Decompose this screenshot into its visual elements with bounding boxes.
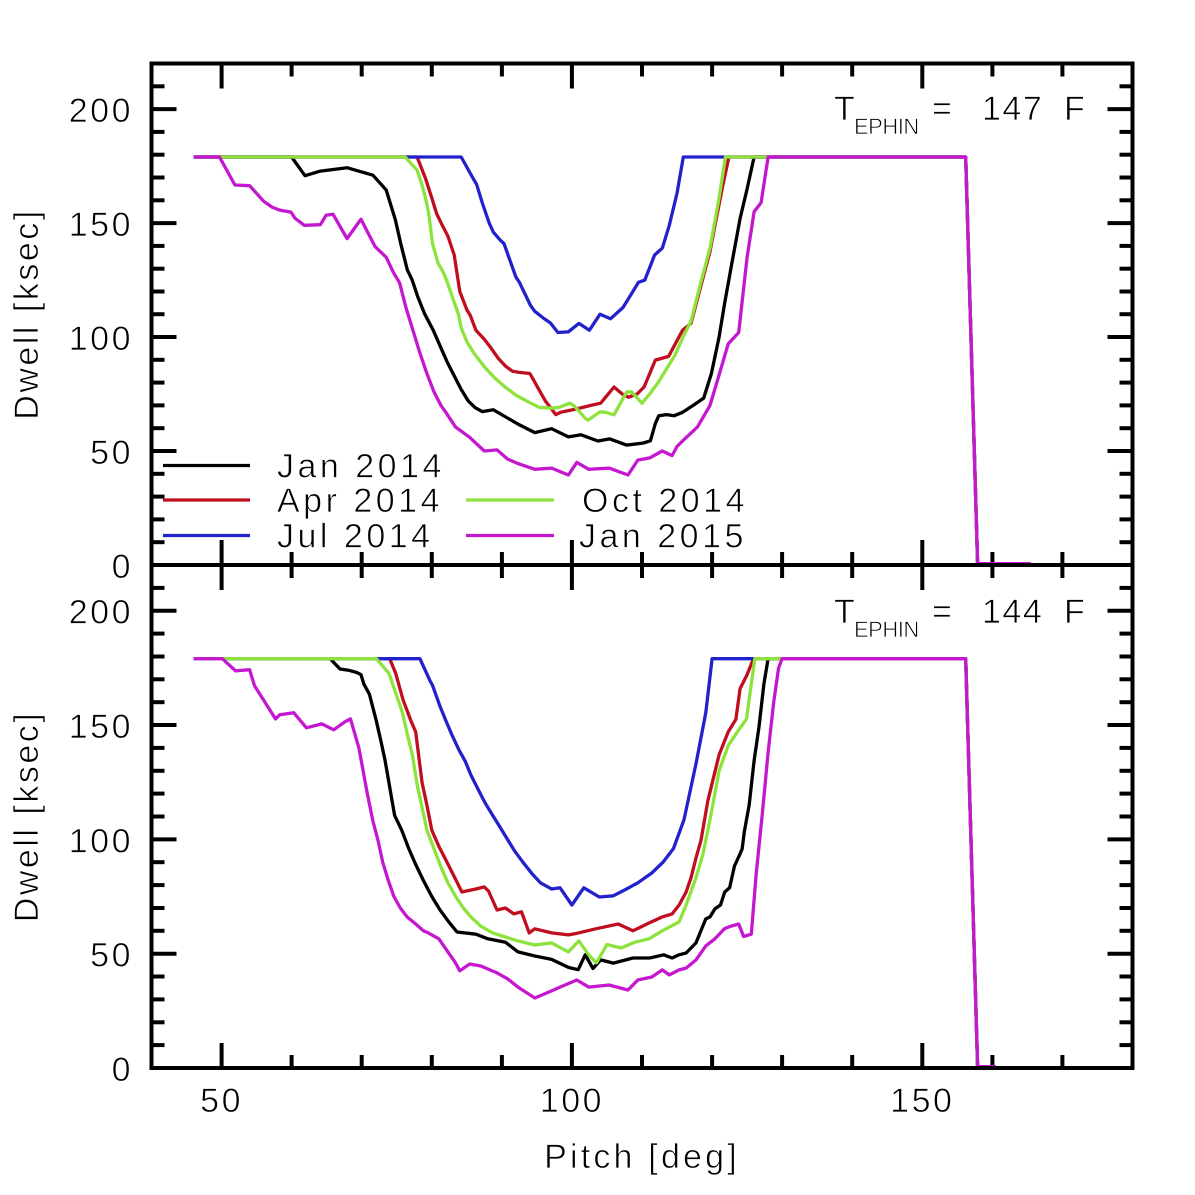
- svg-text:Oct 2014: Oct 2014: [582, 482, 748, 520]
- svg-text:0: 0: [112, 1051, 133, 1089]
- svg-text:50: 50: [90, 434, 133, 472]
- svg-text:50: 50: [200, 1082, 243, 1120]
- svg-text:100: 100: [69, 822, 133, 860]
- svg-text:150: 150: [890, 1082, 954, 1120]
- svg-text:200: 200: [69, 92, 133, 130]
- svg-text:=: =: [932, 593, 952, 631]
- svg-text:0: 0: [112, 548, 133, 586]
- svg-text:F: F: [1064, 90, 1085, 128]
- svg-text:F: F: [1064, 593, 1085, 631]
- svg-text:=: =: [932, 90, 952, 128]
- svg-text:Jan 2015: Jan 2015: [579, 518, 747, 556]
- svg-text:147: 147: [982, 90, 1043, 128]
- svg-text:100: 100: [69, 320, 133, 358]
- svg-text:150: 150: [69, 206, 133, 244]
- svg-text:Dwell [ksec]: Dwell [ksec]: [8, 208, 46, 419]
- svg-text:Jul 2014: Jul 2014: [277, 518, 434, 556]
- svg-text:200: 200: [69, 594, 133, 632]
- svg-text:T: T: [834, 90, 855, 128]
- svg-text:EPHIN: EPHIN: [854, 114, 919, 139]
- svg-text:T: T: [834, 593, 855, 631]
- svg-text:EPHIN: EPHIN: [854, 617, 919, 642]
- svg-text:100: 100: [540, 1082, 604, 1120]
- svg-text:Dwell [ksec]: Dwell [ksec]: [8, 711, 46, 922]
- svg-text:144: 144: [982, 593, 1043, 631]
- svg-text:Apr 2014: Apr 2014: [277, 482, 443, 520]
- svg-text:150: 150: [69, 708, 133, 746]
- svg-text:50: 50: [90, 937, 133, 975]
- svg-text:Pitch [deg]: Pitch [deg]: [544, 1138, 740, 1176]
- svg-text:Jan 2014: Jan 2014: [277, 448, 445, 486]
